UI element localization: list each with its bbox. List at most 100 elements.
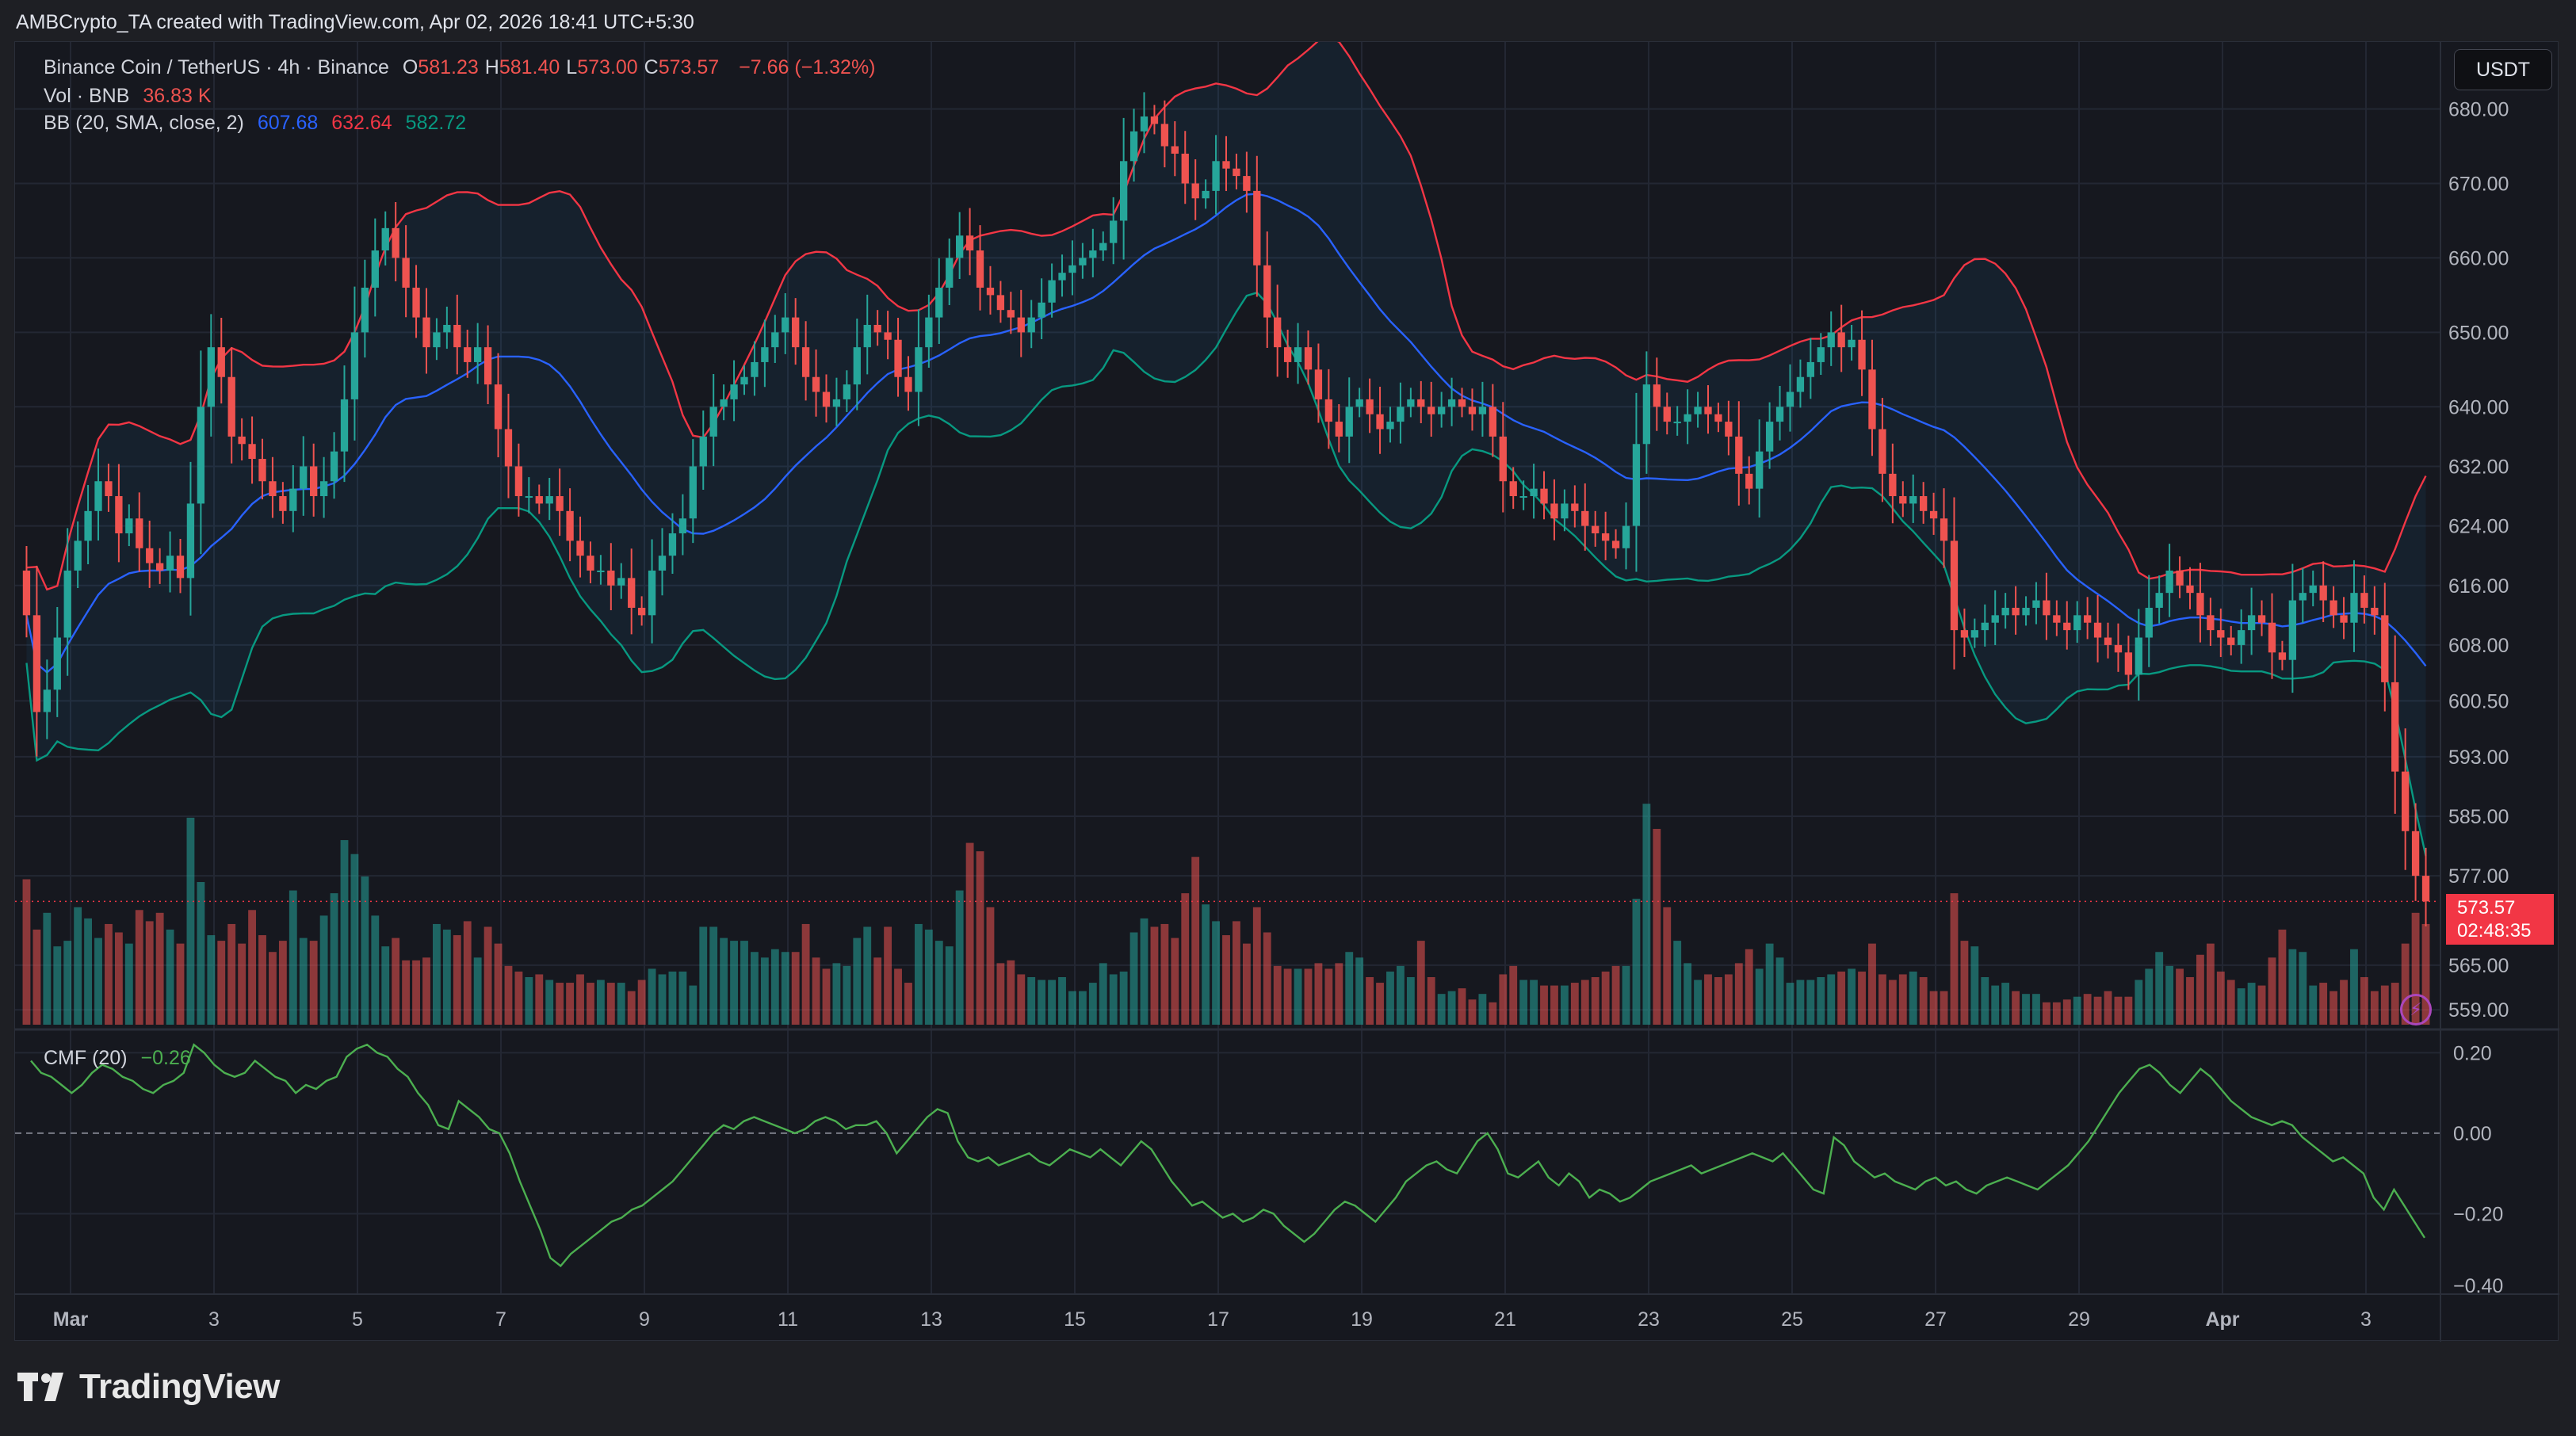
volume-bar — [2012, 991, 2020, 1025]
volume-bar — [1376, 983, 1384, 1025]
volume-bar — [63, 941, 72, 1025]
volume-bar — [278, 941, 287, 1025]
volume-bar — [658, 974, 667, 1025]
candle-body — [1929, 510, 1938, 519]
candle-body — [1837, 332, 1845, 348]
volume-bar — [1078, 991, 1087, 1025]
candle-body — [319, 481, 328, 497]
candle-body — [258, 459, 266, 482]
candle-body — [504, 429, 513, 467]
candle-body — [637, 607, 646, 616]
candle-body — [1684, 414, 1691, 422]
candle-body — [2196, 593, 2204, 616]
volume-bar — [1745, 949, 1753, 1025]
price-tick-label: 624.00 — [2448, 516, 2509, 538]
volume-bar — [812, 957, 820, 1025]
legend-bb-upper: 632.64 — [331, 112, 392, 134]
volume-bar — [740, 941, 748, 1025]
volume-bar — [145, 921, 154, 1025]
candle-body — [576, 540, 584, 556]
candle-body — [1202, 190, 1210, 199]
candle-body — [607, 570, 615, 586]
tradingview-logo[interactable]: TradingView — [17, 1365, 280, 1409]
candle-body — [2001, 607, 2009, 616]
candle-body — [2104, 637, 2112, 645]
candle-body — [1376, 414, 1384, 430]
candle-body — [1355, 399, 1363, 407]
chart-frame[interactable]: 680.00 670.00 660.00 650.00 640.00 632.00 624.… — [14, 41, 2559, 1342]
candle-body — [1970, 630, 1978, 638]
volume-bar — [1734, 963, 1743, 1025]
time-tick-label: Mar — [53, 1308, 89, 1331]
volume-bar — [1796, 980, 1805, 1025]
volume-bar — [1088, 983, 1097, 1025]
legend-cmf-label[interactable]: CMF (20) — [44, 1047, 128, 1069]
volume-bar — [1919, 977, 1928, 1025]
volume-bar — [914, 923, 923, 1025]
legend-ohlc-value: 573.57 — [658, 56, 720, 78]
candle-body — [2247, 615, 2256, 631]
volume-bar — [863, 926, 872, 1025]
candle-body — [310, 466, 318, 497]
volume-bar — [2226, 980, 2235, 1025]
price-tick-label: 650.00 — [2448, 322, 2509, 344]
legend-volume-label[interactable]: Vol · BNB — [44, 85, 130, 107]
volume-bar — [155, 912, 164, 1025]
volume-bar — [1038, 980, 1046, 1025]
volume-bar — [1068, 991, 1076, 1025]
volume-bar — [1212, 921, 1220, 1025]
volume-bar — [1837, 971, 1846, 1025]
volume-bar — [2421, 923, 2430, 1025]
candle-body — [556, 496, 564, 511]
candle-body — [658, 556, 667, 571]
volume-bar — [53, 946, 62, 1025]
candle-body — [1397, 407, 1405, 422]
chart-canvas[interactable]: 680.00 670.00 660.00 650.00 640.00 632.00 624.… — [15, 42, 2559, 1342]
candle-body — [115, 496, 123, 533]
lightning-icon[interactable]: ⚡ — [2400, 994, 2432, 1025]
volume-bar — [2411, 912, 2420, 1025]
volume-bar — [2350, 949, 2358, 1025]
candle-body — [1314, 369, 1323, 399]
candle-body — [1222, 161, 1230, 169]
candle-body — [2402, 771, 2410, 831]
candle-body — [1478, 407, 1487, 414]
candle-body — [1714, 414, 1722, 422]
candle-body — [1694, 407, 1702, 414]
candle-body — [1940, 518, 1948, 541]
candle-body — [1509, 481, 1517, 497]
candle-body — [1663, 407, 1671, 422]
candle-body — [186, 503, 195, 579]
legend-symbol[interactable]: Binance Coin / TetherUS · 4h · Binance — [44, 56, 389, 78]
cmf-tick-label: −0.40 — [2453, 1275, 2503, 1297]
volume-bar — [781, 952, 789, 1025]
candle-body — [197, 407, 205, 504]
candle-body — [125, 518, 133, 533]
cmf-line — [30, 1043, 2426, 1268]
candle-body — [1611, 540, 1620, 548]
volume-bar — [1848, 968, 1856, 1025]
volume-bar — [2186, 977, 2194, 1025]
volume-bar — [371, 915, 380, 1025]
candle-body — [155, 563, 164, 571]
volume-bar — [637, 980, 646, 1025]
candle-body — [925, 317, 933, 348]
volume-bar — [1396, 965, 1405, 1025]
candle-body — [1786, 391, 1794, 407]
volume-bar — [596, 980, 605, 1025]
currency-selector[interactable]: USDT — [2454, 49, 2552, 90]
candle-body — [269, 481, 277, 497]
legend-change: −7.66 (−1.32%) — [739, 56, 876, 78]
volume-bar — [2042, 1002, 2050, 1025]
candle-body — [238, 436, 246, 445]
price-tick-label: 680.00 — [2448, 99, 2509, 121]
candle-body — [709, 407, 717, 437]
volume-bar — [514, 971, 523, 1025]
volume-bar — [238, 943, 247, 1025]
legend-bb-label[interactable]: BB (20, SMA, close, 2) — [44, 112, 244, 134]
volume-bar — [566, 983, 575, 1025]
candle-body — [2124, 652, 2133, 675]
time-tick-label: 19 — [1351, 1308, 1373, 1331]
candle-body — [965, 235, 974, 251]
candle-body — [853, 347, 861, 385]
